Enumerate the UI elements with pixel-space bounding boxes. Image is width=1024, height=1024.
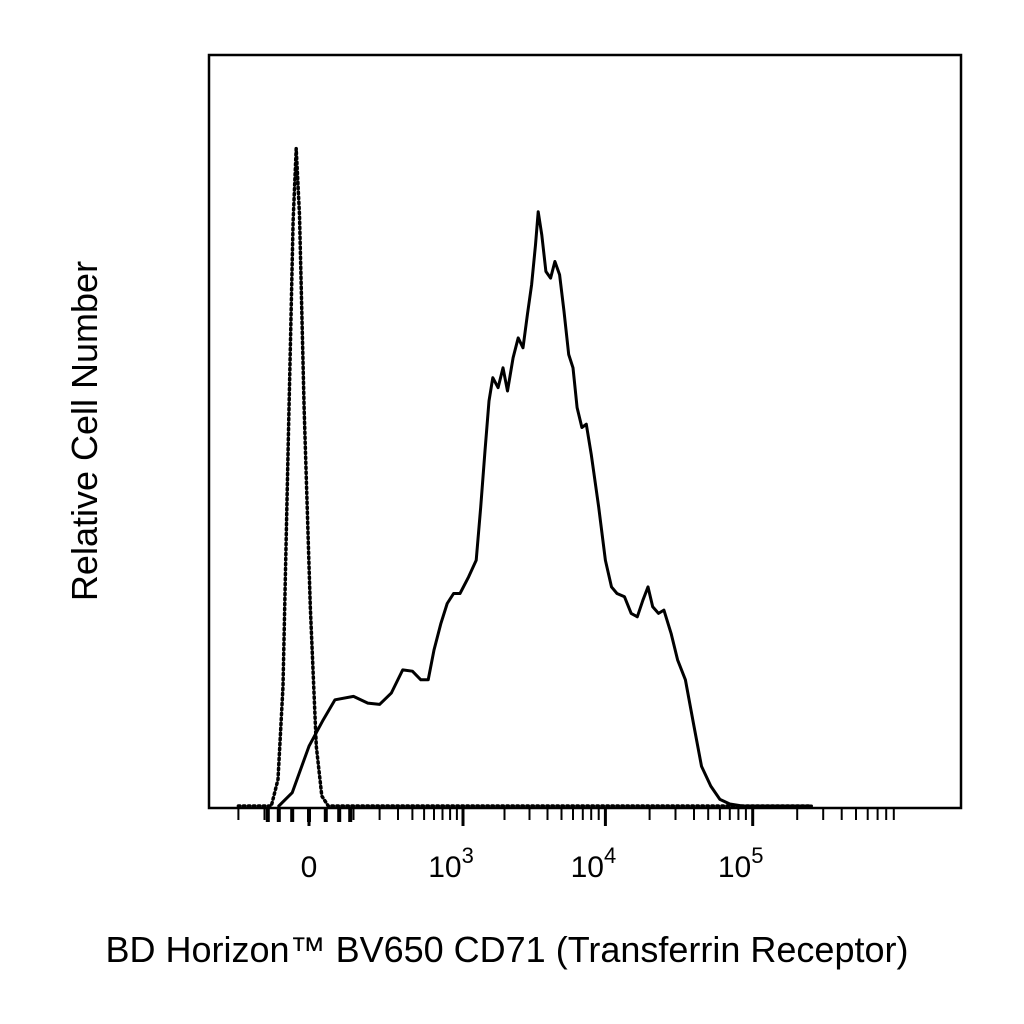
x-tick-label: 0 [301, 851, 318, 884]
x-axis-tick-labels: 0 103 104 105 [301, 843, 764, 884]
x-tick-label: 104 [571, 843, 617, 884]
x-axis-label: BD Horizon™ BV650 CD71 (Transferrin Rece… [106, 929, 909, 970]
x-tick-label: 105 [718, 843, 764, 884]
y-axis-label: Relative Cell Number [64, 261, 105, 601]
isotype-control-dotted-line [236, 146, 814, 808]
stained-sample-solid-line [277, 210, 813, 808]
x-axis-ticks [237, 808, 895, 826]
x-tick-label: 103 [428, 843, 474, 884]
series-layer [236, 146, 814, 808]
plot-frame [207, 53, 963, 810]
